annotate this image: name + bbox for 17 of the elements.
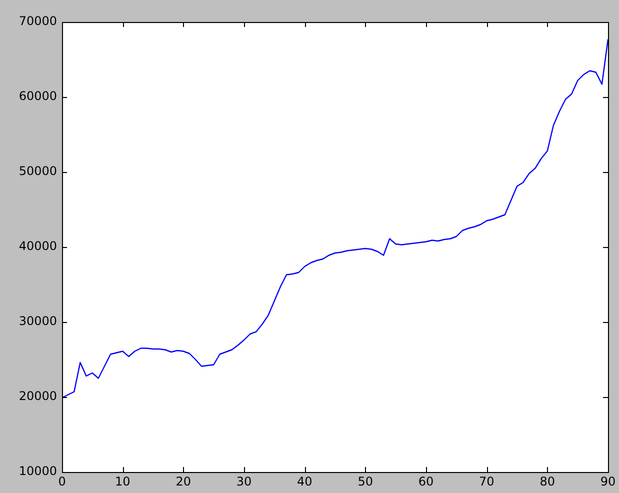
x-tick-label: 70 bbox=[479, 474, 494, 488]
y-tick-label: 40000 bbox=[18, 239, 57, 254]
x-tick-label: 90 bbox=[600, 474, 616, 488]
x-tick-label: 80 bbox=[540, 474, 555, 488]
x-tick-label: 10 bbox=[115, 474, 130, 488]
y-tick-label: 60000 bbox=[18, 89, 57, 104]
y-tick-label: 30000 bbox=[18, 314, 57, 328]
x-tick-label: 60 bbox=[418, 474, 434, 488]
y-tick-label: 50000 bbox=[18, 164, 57, 178]
x-tick-label: 50 bbox=[358, 474, 373, 488]
y-tick-label: 10000 bbox=[18, 464, 57, 478]
x-tick-label: 30 bbox=[236, 474, 252, 488]
y-tick-label: 70000 bbox=[18, 14, 57, 28]
y-tick-label: 20000 bbox=[18, 389, 57, 404]
x-tick-label: 40 bbox=[297, 474, 312, 488]
x-tick-label: 20 bbox=[176, 474, 191, 488]
x-tick-label: 0 bbox=[58, 474, 66, 488]
